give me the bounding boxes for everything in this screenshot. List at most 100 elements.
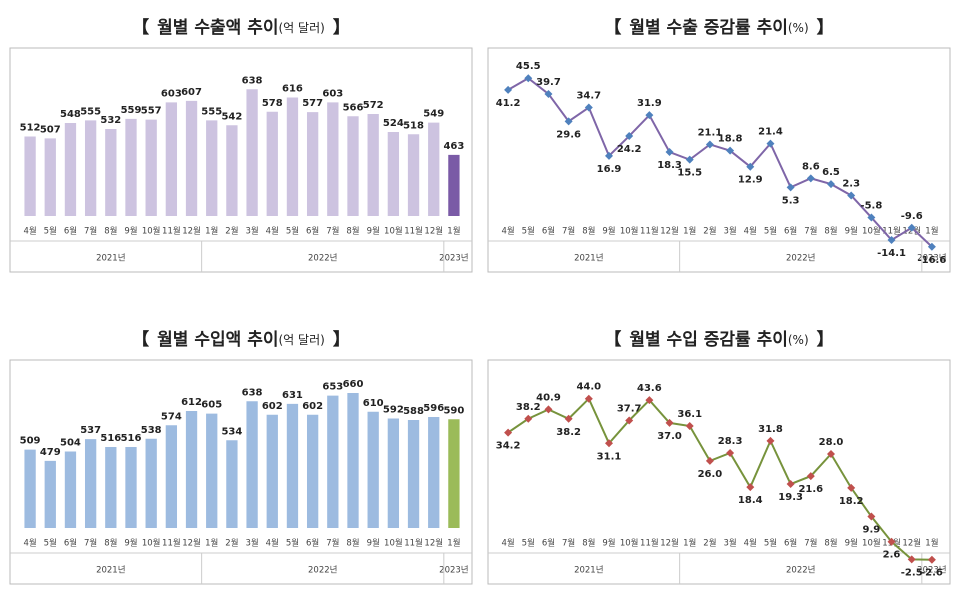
x-tick-label: 2월	[225, 538, 238, 549]
bar	[44, 138, 56, 216]
marker	[806, 472, 815, 481]
marker	[867, 512, 876, 521]
x-tick-label: 10월	[620, 538, 639, 549]
value-label: 631	[282, 390, 303, 401]
marker	[927, 555, 936, 564]
x-tick-label: 9월	[124, 226, 137, 237]
panel-frame	[9, 47, 473, 273]
value-label: 616	[282, 84, 303, 95]
x-tick-label: 1월	[925, 538, 938, 549]
value-label: 21.6	[798, 484, 823, 495]
x-tick-label: 2월	[225, 226, 238, 237]
value-label: 41.2	[496, 98, 521, 109]
marker	[625, 416, 634, 425]
title-bracket: 【	[132, 329, 149, 350]
bar	[206, 120, 218, 216]
x-tick-label: 7월	[326, 226, 339, 237]
marker	[584, 103, 593, 112]
x-tick-label: 7월	[562, 538, 575, 549]
value-label: 602	[302, 401, 323, 412]
marker	[726, 448, 735, 457]
bar	[448, 419, 460, 528]
value-label: 548	[60, 109, 81, 120]
title-bracket: 【	[132, 17, 149, 38]
value-label: 610	[363, 398, 384, 409]
chart-title: 【 월별 수출 증감률 추이(%) 】	[604, 17, 833, 38]
value-label: 534	[221, 426, 242, 437]
x-tick-label: 4월	[501, 226, 514, 237]
year-label: 2021년	[574, 565, 603, 576]
marker	[544, 89, 553, 98]
value-label: 559	[121, 105, 142, 116]
x-tick-label: 12월	[182, 226, 201, 237]
marker	[564, 414, 573, 423]
bar	[145, 119, 157, 216]
marker	[907, 223, 916, 232]
value-label: -14.1	[877, 248, 906, 259]
x-tick-label: 11월	[162, 538, 181, 549]
value-label: 557	[141, 106, 162, 117]
bar	[226, 440, 238, 528]
value-label: 607	[181, 87, 202, 98]
bar	[145, 438, 157, 528]
x-tick-label: 10월	[142, 226, 161, 237]
x-tick-label: 3월	[245, 538, 258, 549]
value-label: 9.9	[863, 525, 881, 536]
x-tick-label: 6월	[784, 538, 797, 549]
year-label: 2022년	[786, 565, 815, 576]
x-tick-label: 7월	[804, 538, 817, 549]
x-tick-label: 8월	[346, 538, 359, 549]
x-tick-label: 6월	[784, 226, 797, 237]
title-unit: (%)	[788, 21, 809, 35]
bar	[246, 89, 258, 216]
x-tick-label: 9월	[367, 226, 380, 237]
value-label: 44.0	[576, 382, 601, 393]
bar	[125, 118, 137, 216]
x-tick-label: 2월	[703, 226, 716, 237]
x-tick-label: 3월	[245, 226, 258, 237]
panel-frame	[9, 359, 473, 585]
value-label: 45.5	[516, 61, 541, 72]
x-tick-label: 2월	[703, 538, 716, 549]
x-tick-label: 8월	[582, 226, 595, 237]
x-tick-label: 4월	[266, 538, 279, 549]
value-label: 36.1	[677, 409, 702, 420]
x-tick-label: 4월	[744, 538, 757, 549]
x-tick-label: 8월	[824, 226, 837, 237]
x-tick-label: 9월	[845, 226, 858, 237]
title-bracket: 【	[604, 17, 621, 38]
x-tick-label: 12월	[424, 538, 443, 549]
marker	[927, 242, 936, 251]
marker	[847, 191, 856, 200]
value-label: 653	[322, 382, 343, 393]
title-unit: (억 달러)	[279, 21, 325, 35]
bar	[387, 418, 400, 528]
value-label: 612	[181, 397, 202, 408]
bar	[185, 100, 198, 216]
value-label: 602	[262, 401, 283, 412]
title-unit: (%)	[788, 333, 809, 347]
value-label: 2.3	[842, 178, 860, 189]
value-label: 507	[40, 124, 61, 135]
bar	[64, 451, 77, 528]
x-tick-label: 7월	[562, 226, 575, 237]
chart-title: 【 월별 수입액 추이(억 달러) 】	[132, 329, 350, 350]
bar	[387, 132, 400, 216]
marker	[685, 155, 694, 164]
value-label: 18.2	[839, 496, 864, 507]
x-tick-label: 4월	[501, 538, 514, 549]
value-label: 18.8	[718, 134, 743, 145]
x-tick-label: 10월	[142, 538, 161, 549]
value-label: 40.9	[536, 392, 561, 403]
x-tick-label: 5월	[764, 538, 777, 549]
marker	[685, 422, 694, 431]
bar	[428, 122, 440, 216]
marker	[544, 405, 553, 414]
value-label: 566	[343, 102, 364, 113]
value-label: 2.6	[883, 550, 901, 561]
marker	[827, 450, 835, 458]
value-label: 555	[80, 106, 101, 117]
x-tick-label: 1월	[205, 226, 218, 237]
x-tick-label: 11월	[640, 538, 659, 549]
